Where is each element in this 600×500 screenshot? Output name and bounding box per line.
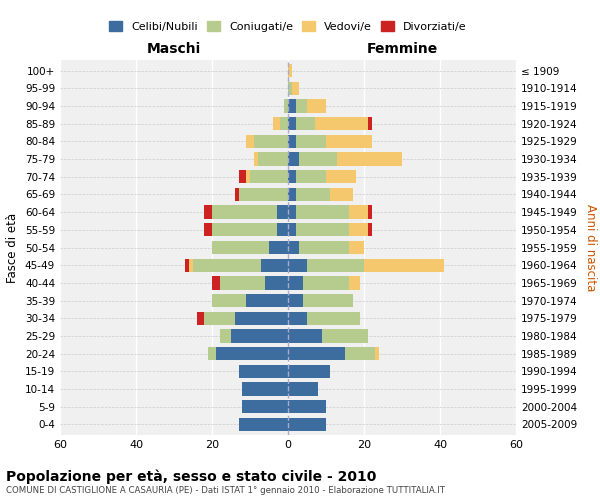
Text: Femmine: Femmine [367,42,437,56]
Bar [250,170,288,183]
Bar [246,134,254,148]
Y-axis label: Fasce di età: Fasce di età [7,212,19,282]
Bar [296,170,326,183]
Legend: Celibi/Nubili, Coniugati/e, Vedovi/e, Divorziati/e: Celibi/Nubili, Coniugati/e, Vedovi/e, Di… [105,17,471,36]
Bar [208,347,216,360]
Bar [239,364,288,378]
Bar [280,117,288,130]
Bar [254,134,288,148]
Bar [288,223,296,236]
Bar [307,100,326,112]
Text: Maschi: Maschi [147,42,201,56]
Bar [212,276,220,289]
Bar [239,170,246,183]
Bar [277,206,288,219]
Bar [349,206,368,219]
Bar [288,82,292,95]
Bar [288,206,296,219]
Bar [292,82,299,95]
Bar [299,152,337,166]
Bar [349,223,368,236]
Bar [193,258,262,272]
Bar [326,134,371,148]
Bar [299,241,349,254]
Bar [212,241,269,254]
Bar [220,330,231,342]
Bar [239,418,288,431]
Bar [349,241,364,254]
Bar [322,330,368,342]
Bar [216,347,288,360]
Bar [288,364,330,378]
Bar [296,206,349,219]
Bar [239,188,288,201]
Bar [368,223,371,236]
Bar [265,276,288,289]
Bar [296,188,330,201]
Bar [284,100,288,112]
Bar [269,241,288,254]
Bar [212,223,277,236]
Bar [262,258,288,272]
Bar [296,100,307,112]
Bar [205,312,235,325]
Bar [242,400,288,413]
Bar [288,400,326,413]
Bar [235,312,288,325]
Bar [246,294,288,307]
Text: COMUNE DI CASTIGLIONE A CASAURIA (PE) - Dati ISTAT 1° gennaio 2010 - Elaborazion: COMUNE DI CASTIGLIONE A CASAURIA (PE) - … [6,486,445,495]
Bar [288,276,303,289]
Bar [307,258,364,272]
Bar [189,258,193,272]
Bar [288,188,296,201]
Bar [296,134,326,148]
Bar [212,206,277,219]
Bar [205,206,212,219]
Text: Popolazione per età, sesso e stato civile - 2010: Popolazione per età, sesso e stato civil… [6,470,376,484]
Bar [303,294,353,307]
Bar [288,241,299,254]
Bar [273,117,280,130]
Bar [288,382,319,396]
Bar [288,258,307,272]
Bar [314,117,368,130]
Bar [368,206,371,219]
Bar [288,170,296,183]
Bar [330,188,353,201]
Bar [288,312,307,325]
Bar [288,117,296,130]
Bar [205,223,212,236]
Bar [235,188,239,201]
Bar [376,347,379,360]
Bar [288,330,322,342]
Bar [326,170,356,183]
Bar [288,152,299,166]
Bar [254,152,257,166]
Bar [345,347,376,360]
Bar [288,347,345,360]
Bar [364,258,444,272]
Bar [197,312,205,325]
Bar [288,294,303,307]
Bar [288,134,296,148]
Bar [303,276,349,289]
Bar [242,382,288,396]
Bar [307,312,360,325]
Bar [257,152,288,166]
Bar [349,276,360,289]
Bar [288,64,292,77]
Bar [212,294,246,307]
Bar [337,152,402,166]
Bar [296,223,349,236]
Bar [277,223,288,236]
Bar [288,100,296,112]
Bar [368,117,371,130]
Bar [185,258,189,272]
Bar [231,330,288,342]
Y-axis label: Anni di nascita: Anni di nascita [584,204,597,291]
Bar [246,170,250,183]
Bar [220,276,265,289]
Bar [296,117,314,130]
Bar [288,418,326,431]
